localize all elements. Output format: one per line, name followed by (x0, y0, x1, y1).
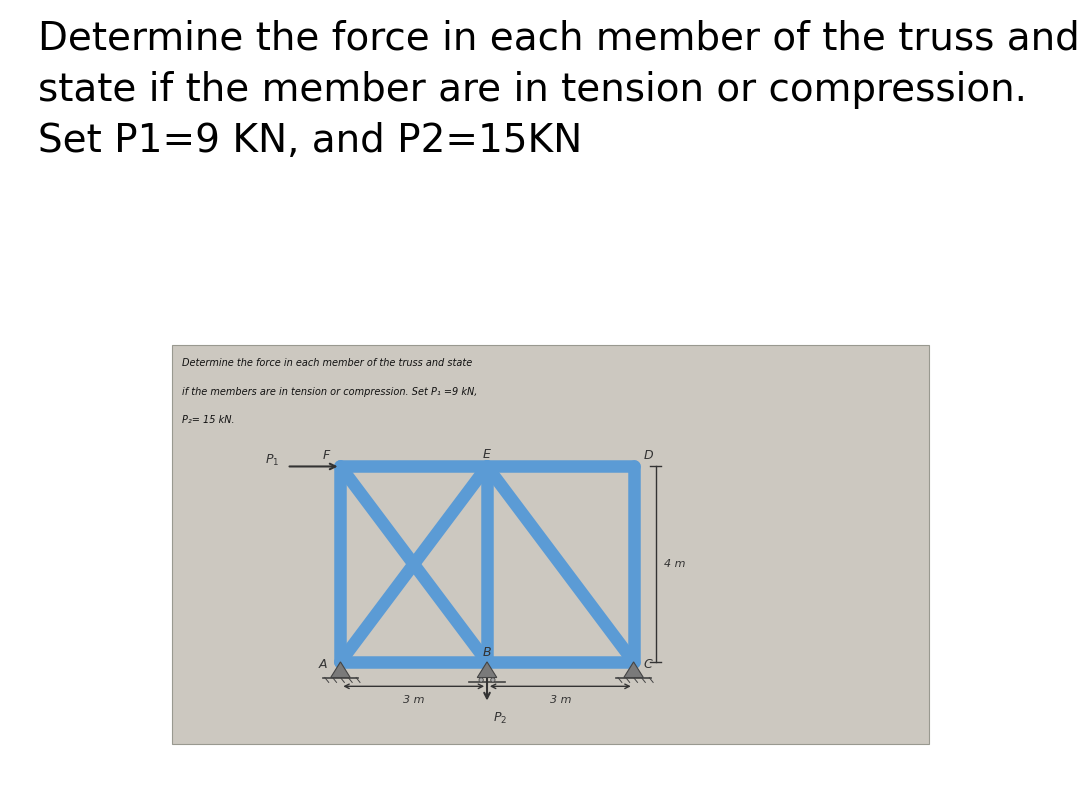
Circle shape (490, 678, 495, 682)
Text: P₂= 15 kN.: P₂= 15 kN. (181, 415, 234, 425)
Text: if the members are in tension or compression. Set P₁ =9 kN,: if the members are in tension or compres… (181, 386, 477, 397)
Text: E: E (483, 448, 491, 461)
Text: Set P1=9 KN, and P2=15KN: Set P1=9 KN, and P2=15KN (38, 122, 582, 160)
Circle shape (480, 678, 484, 682)
Text: F: F (322, 450, 329, 462)
Polygon shape (624, 662, 644, 678)
Text: state if the member are in tension or compression.: state if the member are in tension or co… (38, 71, 1027, 109)
Text: $P_2$: $P_2$ (492, 711, 507, 726)
Bar (172, 345, 929, 744)
Text: B: B (483, 645, 491, 659)
Text: Determine the force in each member of the truss and: Determine the force in each member of th… (38, 20, 1080, 58)
Text: Determine the force in each member of the truss and state: Determine the force in each member of th… (181, 358, 472, 368)
Polygon shape (330, 662, 350, 678)
Text: 3 m: 3 m (550, 695, 571, 705)
Text: 3 m: 3 m (403, 695, 424, 705)
Text: $P_1$: $P_1$ (265, 453, 280, 468)
Text: A: A (319, 658, 327, 671)
Polygon shape (477, 662, 497, 678)
Text: 4 m: 4 m (664, 559, 686, 569)
Text: D: D (644, 450, 653, 462)
Text: C: C (644, 658, 652, 671)
